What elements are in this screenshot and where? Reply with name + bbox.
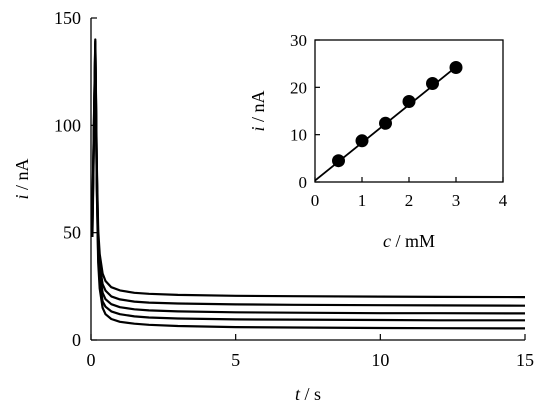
inset-data-point-3 [379, 116, 392, 130]
x-axis-title-variable: t [295, 384, 301, 404]
inset-x-tick-label-3: 3 [452, 191, 461, 210]
inset-y-tick-label-30: 30 [290, 31, 307, 50]
inset-data-point-1 [332, 154, 345, 168]
x-tick-label-0: 0 [87, 350, 96, 370]
inset-y-axis-title: i / nA [248, 90, 268, 131]
current-trace-5 [91, 38, 526, 299]
inset-x-axis-title-unit: / mM [391, 231, 435, 251]
inset-data-point-4 [402, 95, 416, 108]
y-tick-label-100: 100 [54, 115, 81, 135]
x-tick-label-15: 15 [516, 350, 534, 370]
x-tick-label-5: 5 [231, 350, 240, 370]
y-tick-label-50: 50 [63, 223, 81, 243]
inset-y-tick-label-20: 20 [290, 78, 307, 97]
y-tick-label-150: 150 [54, 8, 81, 28]
inset-y-tick-label-0: 0 [299, 173, 308, 192]
y-axis-title-variable: i [12, 194, 32, 199]
y-axis-title-unit: / nA [12, 158, 32, 194]
inset-x-axis-title: c / mM [383, 231, 435, 251]
inset-data-point-5 [426, 77, 439, 90]
current-trace-2 [91, 47, 525, 322]
inset-y-tick-label-10: 10 [290, 126, 307, 145]
current-trace-4 [91, 40, 526, 307]
inset-data-point-2 [355, 134, 369, 148]
x-tick-label-10: 10 [371, 350, 389, 370]
inset-x-tick-label-4: 4 [499, 191, 508, 210]
x-axis-title: t / s [295, 384, 321, 404]
inset-x-tick-label-2: 2 [405, 191, 414, 210]
inset-y-axis-title-unit: / nA [248, 90, 268, 126]
inset-data-point-6 [449, 61, 463, 74]
inset-y-axis-title-variable: i [248, 126, 268, 131]
x-axis-title-unit: / s [300, 384, 321, 404]
inset-plot: 0 1 2 3 4 0 10 20 30 c / mM i / nA [248, 31, 508, 251]
y-axis-title: i / nA [12, 158, 32, 199]
inset-x-axis-title-variable: c [383, 231, 391, 251]
inset-x-tick-label-0: 0 [311, 191, 320, 210]
y-tick-label-0: 0 [72, 330, 81, 350]
inset-x-tick-label-1: 1 [358, 191, 367, 210]
current-trace-3 [91, 42, 526, 315]
